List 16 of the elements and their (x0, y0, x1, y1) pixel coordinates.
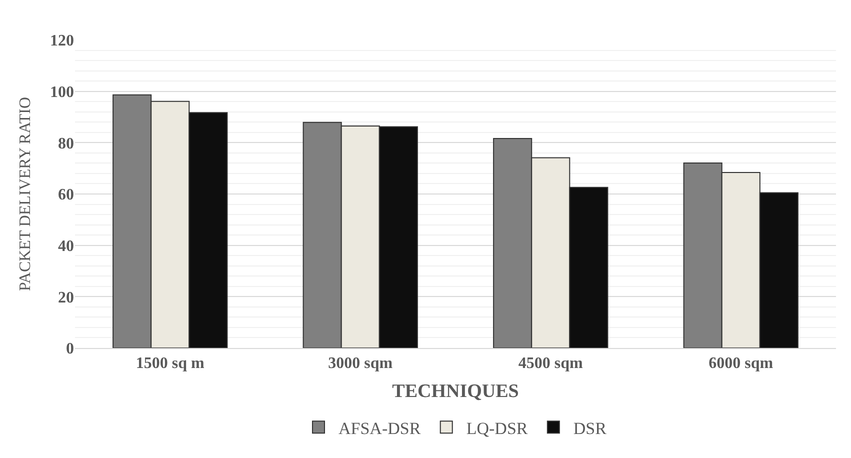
x-tick-label: 3000 sqm (328, 355, 394, 372)
y-tick-label: 0 (66, 340, 74, 358)
legend-label: LQ-DSR (466, 418, 528, 438)
x-tick-label: 1500 sq m (136, 355, 206, 372)
y-tick-label: 80 (58, 135, 74, 152)
y-tick-label: 100 (50, 84, 74, 101)
y-tick-label: 40 (58, 238, 74, 255)
legend-label: DSR (573, 418, 608, 438)
y-tick-label: 120 (50, 32, 74, 50)
x-tick-label: 4500 sqm (518, 355, 584, 372)
legend-label: AFSA-DSR (338, 418, 422, 438)
y-axis-title: PACKET DELIVERY RATIO (16, 96, 34, 292)
x-tick-label: 6000 sqm (708, 355, 774, 372)
y-tick-label: 20 (58, 289, 74, 306)
y-tick-label: 60 (58, 186, 74, 204)
x-axis-title: TECHNIQUES (392, 381, 519, 402)
